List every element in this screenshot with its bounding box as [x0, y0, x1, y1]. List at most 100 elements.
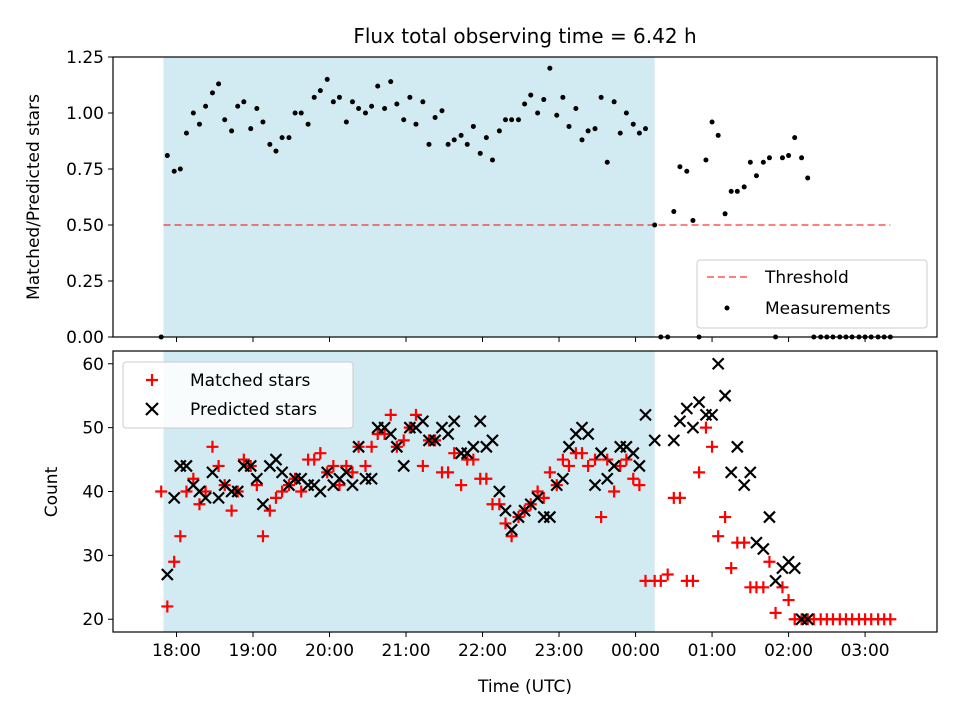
matched-star-point	[633, 479, 646, 492]
top-axes-frame	[112, 56, 938, 338]
measurement-point	[541, 97, 547, 103]
measurement-point	[734, 188, 740, 194]
matched-star-point	[595, 511, 608, 524]
measurement-point	[229, 128, 235, 134]
bottom-points-layer	[155, 357, 897, 626]
matched-star-point	[327, 459, 340, 472]
measurement-point	[273, 148, 279, 154]
predicted-star-point	[633, 459, 646, 473]
measurement-point	[585, 128, 591, 134]
measurement-point	[336, 94, 342, 100]
bottom-xtick-label: 18:00	[152, 641, 201, 661]
measurement-point	[722, 211, 728, 217]
legend-measurements-swatch	[724, 305, 730, 311]
matched-star-point	[155, 485, 168, 498]
predicted-star-point	[231, 485, 244, 498]
predicted-star-point	[275, 466, 289, 479]
predicted-star-point	[801, 612, 814, 626]
measurement-point	[209, 90, 215, 96]
predicted-star-point	[588, 478, 602, 492]
matched-star-point	[314, 447, 327, 460]
predicted-star-point	[206, 466, 219, 479]
matched-star-point	[212, 459, 225, 472]
measurement-point	[413, 121, 419, 127]
predicted-star-point	[397, 459, 411, 473]
matched-star-point	[493, 498, 506, 511]
predicted-star-point	[161, 568, 174, 581]
measurement-point	[445, 141, 451, 147]
measurement-point	[375, 83, 381, 89]
predicted-star-point	[562, 440, 576, 454]
matched-star-point	[384, 408, 397, 421]
measurement-point	[792, 135, 798, 141]
top-x-axis	[176, 337, 866, 342]
measurement-point	[623, 110, 629, 116]
top-ytick-label: 0.25	[66, 272, 104, 292]
predicted-star-point	[686, 421, 700, 434]
measurement-point	[560, 94, 566, 100]
matched-star-point	[187, 472, 200, 485]
matched-star-point	[686, 574, 699, 587]
matched-star-point	[505, 530, 518, 543]
measurement-point	[292, 110, 298, 116]
bottom-ytick-label: 30	[82, 546, 104, 566]
predicted-star-point	[486, 434, 499, 447]
top-panel: 0.00 0.25 0.50 0.75 1.00 1.25 Matched/Predict…	[24, 48, 938, 348]
measurement-point	[566, 123, 572, 129]
bottom-ytick-label: 20	[82, 610, 104, 630]
measurement-point	[362, 110, 368, 116]
predicted-star-point	[769, 574, 782, 588]
measurement-point	[470, 123, 476, 129]
predicted-star-point	[212, 491, 225, 505]
matched-star-point	[308, 453, 321, 466]
matched-star-point	[359, 459, 372, 472]
predicted-star-point	[167, 491, 181, 505]
measurement-point	[509, 117, 515, 123]
measurement-point	[183, 130, 189, 136]
measurement-point	[324, 76, 330, 82]
predicted-star-point	[199, 491, 212, 505]
measurement-point	[592, 126, 598, 132]
predicted-star-point	[639, 408, 652, 422]
measurement-point	[279, 135, 285, 141]
measurement-point	[267, 141, 273, 147]
matched-star-point	[719, 511, 732, 524]
measurement-point	[502, 117, 508, 123]
predicted-star-point	[244, 459, 257, 473]
predicted-star-point	[692, 395, 706, 409]
predicted-star-point	[340, 466, 353, 479]
measurement-point	[311, 94, 317, 100]
measurement-point	[349, 99, 355, 105]
measurement-point	[799, 155, 805, 161]
measurement-point	[260, 119, 266, 125]
matched-star-point	[661, 568, 674, 581]
bottom-x-axis-label: Time (UTC)	[477, 677, 572, 697]
bottom-xtick-label: 20:00	[305, 641, 354, 661]
bottom-xtick-label: 19:00	[229, 641, 278, 661]
predicted-star-point	[352, 440, 365, 454]
predicted-star-point	[667, 434, 681, 447]
matched-star-point	[340, 459, 353, 472]
matched-star-point	[206, 440, 219, 453]
measurement-point	[604, 159, 610, 165]
measurement-point	[477, 150, 483, 156]
measurement-point	[611, 99, 617, 105]
measurement-point	[298, 110, 304, 116]
predicted-star-point	[543, 510, 557, 524]
bottom-ytick-label: 50	[82, 419, 104, 439]
predicted-star-point	[757, 542, 770, 556]
matched-star-point	[589, 453, 602, 466]
matched-star-point	[174, 530, 187, 543]
measurement-point	[235, 103, 241, 109]
top-y-axis-label: Matched/Predicted stars	[24, 94, 44, 300]
measurement-point	[652, 222, 658, 228]
measurement-point	[554, 112, 560, 118]
predicted-star-point	[390, 440, 404, 454]
measurement-point	[464, 141, 470, 147]
predicted-star-point	[581, 427, 595, 441]
matched-star-point	[263, 504, 276, 517]
predicted-star-point	[499, 504, 512, 517]
predicted-star-point	[447, 414, 461, 428]
predicted-star-point	[365, 472, 378, 486]
